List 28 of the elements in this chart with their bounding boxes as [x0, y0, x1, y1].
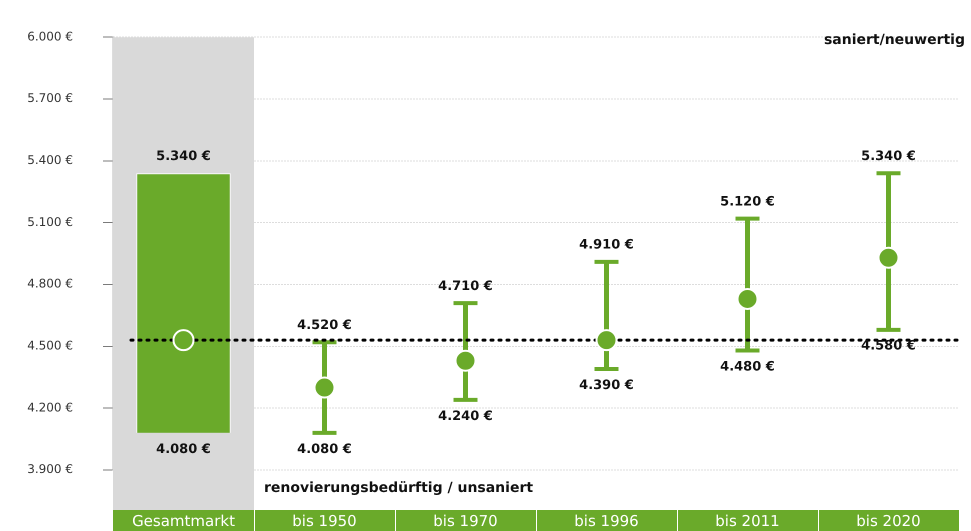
- annotation: 5.340 €: [156, 149, 211, 164]
- y-tick-label: 5.100 €: [27, 214, 73, 229]
- x-tick-label: bis 1950: [292, 512, 357, 530]
- annotation: 4.390 €: [579, 378, 634, 393]
- text: renovierungsbedürftig / unsaniert: [264, 480, 534, 496]
- y-tick-label: 5.700 €: [27, 91, 73, 106]
- annotation: 4.710 €: [438, 278, 493, 294]
- annotation: 5.120 €: [720, 194, 775, 210]
- annotation: 5.340 €: [861, 149, 916, 164]
- annotation: 4.910 €: [579, 238, 634, 253]
- annotation: 4.480 €: [720, 359, 775, 374]
- x-tick-label: bis 1996: [574, 512, 639, 530]
- y-tick-label: 6.000 €: [27, 29, 73, 44]
- y-tick-label: 4.500 €: [27, 338, 73, 352]
- x-tick-label: bis 1970: [433, 512, 498, 530]
- y-tick-label: 4.800 €: [27, 276, 73, 291]
- x-tick-label: bis 2011: [715, 512, 780, 530]
- annotation: saniert/neuwertig: [824, 32, 965, 48]
- annotation: 4.080 €: [156, 442, 211, 457]
- annotation: 4.520 €: [297, 318, 352, 334]
- y-tick-label: 3.900 €: [27, 462, 73, 476]
- y-tick-label: 4.200 €: [27, 400, 73, 414]
- annotation: 4.080 €: [297, 442, 352, 457]
- x-tick-label: bis 2020: [856, 512, 921, 530]
- annotation: 4.580 €: [861, 338, 916, 354]
- y-tick-label: 5.400 €: [27, 152, 73, 167]
- x-tick-label: Gesamtmarkt: [132, 512, 236, 530]
- annotation: 4.240 €: [438, 408, 493, 424]
